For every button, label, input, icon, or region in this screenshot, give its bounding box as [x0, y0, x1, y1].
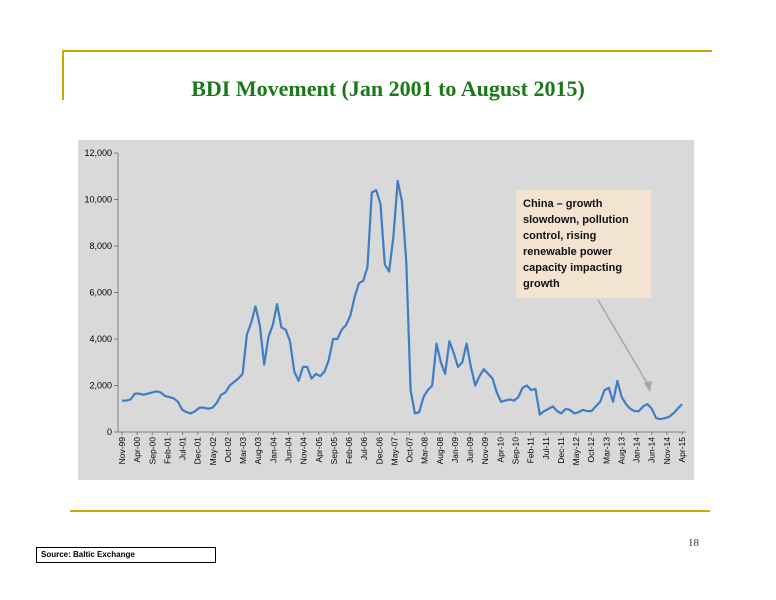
- page-number: 18: [688, 537, 699, 549]
- x-tick-label: May-02: [208, 437, 218, 466]
- x-tick-label: Oct-02: [223, 437, 233, 463]
- x-tick-label: May-07: [389, 437, 399, 466]
- y-tick-label: 10,000: [84, 195, 112, 205]
- x-tick-label: Jun-04: [283, 437, 293, 463]
- x-tick-label: Apr-00: [132, 437, 142, 463]
- x-tick-label: Jul-06: [359, 437, 369, 460]
- bdi-series-line: [122, 179, 683, 421]
- bottom-rule: [70, 510, 710, 512]
- x-tick-label: Jul-01: [178, 437, 188, 460]
- x-tick-label: Nov-99: [117, 437, 127, 465]
- x-tick-label: Apr-05: [314, 437, 324, 463]
- annotation-callout: China – growth slowdown, pollution contr…: [516, 190, 651, 298]
- x-tick-label: Sep-00: [147, 437, 157, 465]
- x-tick-label: Jan-14: [632, 437, 642, 463]
- x-tick-label: Jun-14: [647, 437, 657, 463]
- y-tick-label: 8,000: [89, 241, 112, 251]
- x-tick-label: Aug-03: [253, 437, 263, 465]
- x-tick-label: Nov-14: [662, 437, 672, 465]
- y-tick-label: 2,000: [89, 381, 112, 391]
- slide-title: BDI Movement (Jan 2001 to August 2015): [191, 76, 585, 101]
- y-tick-label: 12,000: [84, 148, 112, 158]
- x-tick-label: Feb-01: [162, 437, 172, 464]
- x-tick-label: Apr-10: [495, 437, 505, 463]
- x-tick-label: Nov-04: [299, 437, 309, 465]
- top-rule: [62, 50, 712, 52]
- x-tick-label: Mar-03: [238, 437, 248, 464]
- x-tick-label: Mar-13: [601, 437, 611, 464]
- x-tick-label: Dec-06: [374, 437, 384, 465]
- x-tick-label: Feb-11: [526, 437, 536, 464]
- x-tick-label: Oct-07: [405, 437, 415, 463]
- y-tick-label: 6,000: [89, 288, 112, 298]
- x-tick-label: Sep-10: [511, 437, 521, 465]
- x-tick-label: May-12: [571, 437, 581, 466]
- x-tick-label: Dec-11: [556, 437, 566, 464]
- x-tick-label: Feb-06: [344, 437, 354, 464]
- source-note: Source: Baltic Exchange: [36, 547, 216, 563]
- x-tick-label: Oct-12: [586, 437, 596, 463]
- x-tick-label: Nov-09: [480, 437, 490, 465]
- x-tick-label: Dec-01: [193, 437, 203, 465]
- x-tick-label: Mar-08: [420, 437, 430, 464]
- x-tick-label: Aug-13: [616, 437, 626, 465]
- left-rule: [62, 50, 64, 100]
- y-tick-label: 0: [107, 427, 112, 437]
- x-tick-label: Jul-11: [541, 437, 551, 460]
- x-tick-label: Apr-15: [677, 437, 687, 463]
- callout-arrow-line: [597, 299, 651, 389]
- x-tick-label: Jan-04: [268, 437, 278, 463]
- x-tick-label: Aug-08: [435, 437, 445, 465]
- y-tick-label: 4,000: [89, 334, 112, 344]
- callout-arrow-head: [644, 381, 652, 392]
- x-tick-label: Jan-09: [450, 437, 460, 463]
- x-tick-label: Sep-05: [329, 437, 339, 465]
- x-tick-label: Jun-09: [465, 437, 475, 463]
